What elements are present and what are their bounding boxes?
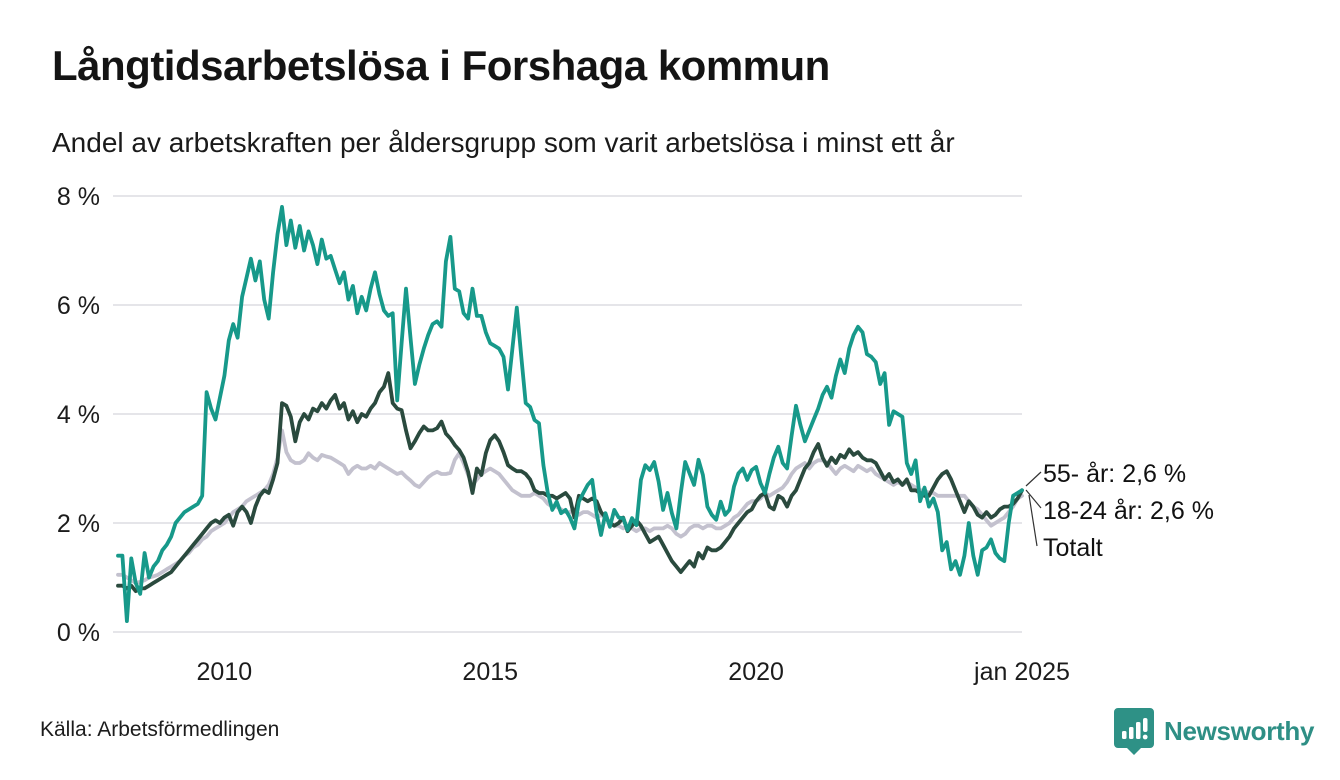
series-end-label: 18-24 år: 2,6 % <box>1043 497 1214 525</box>
newsworthy-wordmark: Newsworthy <box>1164 715 1315 746</box>
y-tick-label: 4 % <box>57 401 100 429</box>
y-tick-label: 0 % <box>57 619 100 647</box>
x-tick-label: 2020 <box>728 658 784 686</box>
series-line-Totalt <box>116 428 1024 585</box>
label-leader-line <box>1025 471 1042 487</box>
page-title: Långtidsarbetslösa i Forshaga kommun <box>52 42 830 89</box>
x-tick-label: 2015 <box>462 658 518 686</box>
x-tick-label: 2010 <box>197 658 253 686</box>
newsworthy-logo: Newsworthy <box>1113 707 1314 755</box>
series-end-label: 55- år: 2,6 % <box>1043 460 1186 488</box>
newsworthy-badge-icon <box>1113 707 1155 755</box>
y-tick-label: 8 % <box>57 183 100 211</box>
chart-subtitle: Andel av arbetskraften per åldersgrupp s… <box>52 127 955 158</box>
series-line-18-24r <box>116 205 1024 624</box>
x-tick-label: jan 2025 <box>973 658 1070 686</box>
source-note: Källa: Arbetsförmedlingen <box>40 718 280 741</box>
chart-canvas: 0 % 2 % 4 % 6 % 8 % 2010 2015 2020 jan 2025 55- å… <box>57 183 1214 686</box>
label-leader-line <box>1025 489 1042 509</box>
label-leader-line <box>1028 494 1038 547</box>
y-tick-label: 6 % <box>57 292 100 320</box>
series-end-label: Totalt <box>1043 534 1103 562</box>
series-line-55-r <box>116 371 1024 594</box>
y-tick-label: 2 % <box>57 510 100 538</box>
